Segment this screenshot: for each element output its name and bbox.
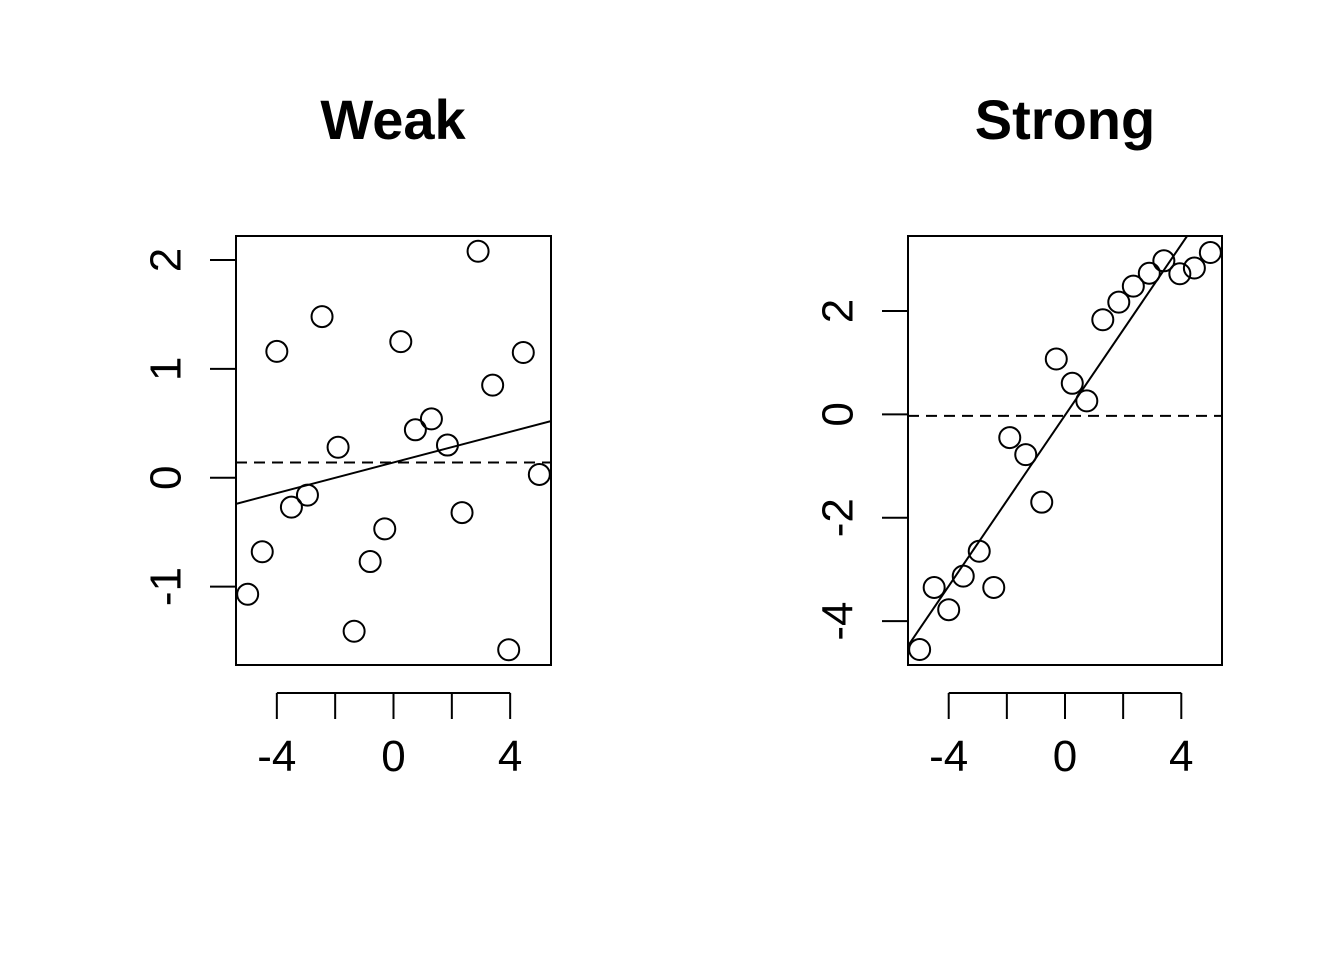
weak-y-tick-label: 2 xyxy=(142,248,191,272)
strong-data-point xyxy=(922,575,946,599)
weak-data-point xyxy=(497,638,521,662)
strong-x-tick-label: 0 xyxy=(1053,732,1077,781)
strong-data-point xyxy=(1060,371,1084,395)
weak-data-point xyxy=(250,540,274,564)
weak-data-point xyxy=(236,582,260,606)
weak-data-point xyxy=(279,495,303,519)
strong-data-point xyxy=(1198,241,1222,265)
weak-y-tick-label: -1 xyxy=(142,567,191,606)
strong-data-point xyxy=(1107,290,1131,314)
weak-data-point xyxy=(511,341,535,365)
weak-data-point xyxy=(481,373,505,397)
weak-data-point xyxy=(527,462,551,486)
strong-data-point xyxy=(1091,308,1115,332)
strong-y-tick-label: 0 xyxy=(814,402,863,426)
strong-data-point xyxy=(982,575,1006,599)
strong-data-point xyxy=(951,564,975,588)
weak-data-point xyxy=(295,483,319,507)
strong-data-point xyxy=(1014,443,1038,467)
weak-data-point xyxy=(435,433,459,457)
weak-data-point xyxy=(265,339,289,363)
weak-y-tick-label: 1 xyxy=(142,357,191,381)
strong-data-point xyxy=(1182,256,1206,280)
weak-y-tick-label: 0 xyxy=(142,465,191,489)
weak-panel: Weak -4 0 4 -1 0 1 2 xyxy=(142,88,552,781)
strong-data-point xyxy=(1152,249,1176,273)
weak-data-point xyxy=(310,305,334,329)
weak-data-point xyxy=(450,501,474,525)
weak-panel-title: Weak xyxy=(320,88,466,151)
strong-x-tick-label: -4 xyxy=(929,732,968,781)
weak-data-point xyxy=(389,330,413,354)
weak-data-point xyxy=(373,517,397,541)
weak-data-point xyxy=(326,435,350,459)
strong-data-point xyxy=(1030,490,1054,514)
weak-data-point xyxy=(466,239,490,263)
weak-data-point xyxy=(403,418,427,442)
strong-data-point xyxy=(937,598,961,622)
strong-fit-line xyxy=(908,236,1188,647)
strong-data-point xyxy=(1075,389,1099,413)
strong-y-tick-label: -4 xyxy=(814,602,863,641)
strong-y-tick-label: 2 xyxy=(814,299,863,323)
weak-x-tick-label: 0 xyxy=(381,732,405,781)
weak-data-point xyxy=(342,619,366,643)
strong-data-point xyxy=(967,539,991,563)
strong-data-point xyxy=(1121,274,1145,298)
strong-data-point xyxy=(998,426,1022,450)
strong-panel: Strong -4 0 4 -4 -2 0 2 xyxy=(814,88,1223,781)
strong-data-point xyxy=(1137,261,1161,285)
weak-x-tick-label: 4 xyxy=(498,732,522,781)
strong-panel-title: Strong xyxy=(975,88,1155,151)
weak-data-point xyxy=(358,550,382,574)
weak-data-point xyxy=(419,407,443,431)
strong-data-point xyxy=(1044,347,1068,371)
strong-x-tick-label: 4 xyxy=(1169,732,1193,781)
strong-y-tick-label: -2 xyxy=(814,498,863,537)
strong-data-point xyxy=(1168,262,1192,286)
weak-plot-frame xyxy=(235,235,552,666)
strong-data-point xyxy=(908,637,932,661)
weak-x-tick-label: -4 xyxy=(257,732,296,781)
weak-fit-line xyxy=(236,420,551,505)
